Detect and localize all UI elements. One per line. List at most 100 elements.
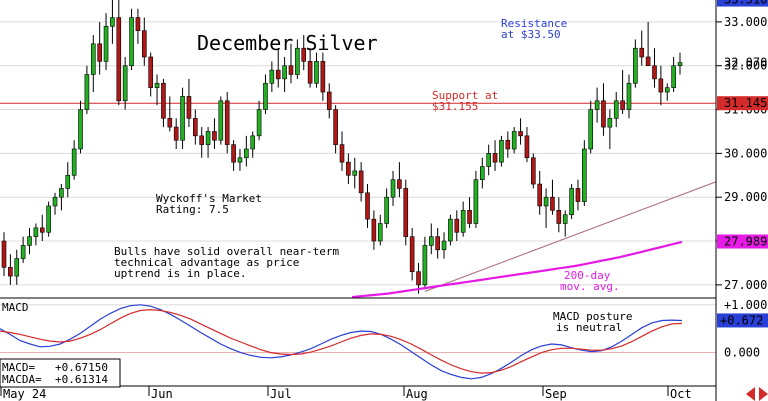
- candle-down: [550, 196, 555, 211]
- candle-down: [231, 144, 236, 163]
- candle-up: [237, 157, 243, 163]
- candle-up: [441, 240, 447, 251]
- candle-up: [78, 109, 83, 150]
- candle-down: [358, 170, 364, 194]
- macd-readout-box: [0, 358, 121, 388]
- candle-down: [326, 91, 332, 110]
- candle-up: [110, 17, 115, 27]
- candle-up: [677, 62, 683, 67]
- chart-title: December Silver: [197, 31, 378, 55]
- candle-down: [658, 78, 664, 93]
- macd-note-line-1: MACD posture: [553, 310, 632, 323]
- candle-down: [193, 118, 198, 137]
- candle-down: [371, 218, 377, 242]
- candle-down: [212, 131, 217, 141]
- support-note: $31.155: [432, 100, 478, 113]
- candle-up: [59, 188, 64, 198]
- candle-up: [633, 47, 638, 84]
- candle-up: [562, 214, 568, 224]
- candle-up: [352, 170, 358, 176]
- candle-down: [199, 135, 204, 145]
- candle-up: [33, 227, 39, 237]
- candle-up: [626, 82, 632, 110]
- candlesticks: [1, 0, 683, 294]
- candle-up: [613, 100, 619, 119]
- candle-down: [333, 109, 338, 145]
- candle-down: [346, 161, 351, 176]
- candle-down: [116, 17, 122, 102]
- candle-down: [365, 192, 370, 220]
- candle-up: [84, 74, 90, 110]
- price-axis-label: 32.000: [724, 59, 767, 73]
- candle-down: [397, 179, 402, 189]
- candle-up: [511, 131, 517, 150]
- candle-up: [569, 188, 574, 216]
- bulls-note: Bulls have solid overall near-term: [114, 245, 340, 258]
- candle-down: [537, 183, 542, 207]
- candle-down: [435, 236, 440, 251]
- candle-down: [224, 100, 230, 145]
- candle-up: [664, 87, 670, 93]
- date-axis-label: Aug: [406, 387, 428, 401]
- macd-panel-title: MACD: [2, 301, 29, 314]
- candle-up: [588, 109, 594, 150]
- scroll-right-icon[interactable]: [759, 387, 768, 401]
- candle-up: [256, 109, 262, 137]
- candle-up: [314, 61, 319, 84]
- resistance-note: at $33.50: [501, 28, 561, 41]
- candle-up: [20, 245, 26, 259]
- macd-line: [0, 304, 683, 380]
- candle-up: [154, 82, 160, 88]
- candle-down: [301, 47, 307, 62]
- macd-gridlines: +1.000 0.000: [0, 298, 767, 360]
- candle-up: [594, 100, 600, 110]
- scroll-left-icon[interactable]: [746, 387, 755, 401]
- candle-down: [307, 61, 313, 84]
- candle-down: [39, 227, 45, 233]
- candle-up: [205, 131, 211, 145]
- candle-down: [142, 30, 147, 58]
- macd-tag-label: +0.672: [720, 313, 763, 327]
- candle-down: [167, 118, 173, 128]
- candle-down: [186, 96, 192, 119]
- candle-down: [645, 56, 651, 67]
- candle-down: [403, 188, 409, 237]
- candle-up: [71, 148, 77, 176]
- price-tag-bg: [717, 234, 768, 249]
- candle-up: [14, 258, 20, 277]
- candle-down: [288, 65, 294, 75]
- candle-down: [454, 218, 460, 233]
- price-tag-label: 31.145: [724, 96, 767, 110]
- wyckoff-note: Wyckoff's Market: [156, 192, 262, 205]
- candle-down: [639, 47, 645, 58]
- price-tag-bg: [717, 96, 768, 111]
- candle-down: [601, 100, 606, 128]
- candle-down: [652, 65, 657, 80]
- candle-up: [250, 135, 256, 150]
- price-axis-label: 27.000: [724, 278, 767, 292]
- macd-axis-label: 0.000: [724, 346, 760, 360]
- candle-up: [46, 205, 51, 233]
- date-axis-labels: May 24 Jun Jul Aug Sep Oct: [0, 386, 692, 401]
- price-axis-label: 33.000: [724, 15, 767, 29]
- candle-down: [409, 236, 415, 273]
- candle-up: [218, 100, 224, 141]
- candle-down: [524, 135, 530, 159]
- date-axis-label: Jun: [151, 387, 173, 401]
- price-tag-label: 32.070: [724, 56, 767, 70]
- price-tags: 33.510 32.070 31.145 27.989 +0.672: [717, 0, 768, 328]
- macda-readout: MACDA= +0.61314: [2, 373, 108, 386]
- candle-up: [480, 166, 485, 180]
- support-note: Support at: [432, 89, 498, 102]
- bulls-note: technical advantage as price: [114, 256, 299, 269]
- candle-up: [122, 65, 128, 102]
- candle-up: [129, 17, 134, 67]
- candle-up: [384, 196, 389, 224]
- ma-note: mov. avg.: [560, 280, 620, 293]
- candle-down: [467, 210, 472, 224]
- candle-down: [135, 17, 141, 31]
- wyckoff-note: Rating: 7.5: [156, 203, 229, 216]
- price-axis-label: 29.000: [724, 190, 767, 204]
